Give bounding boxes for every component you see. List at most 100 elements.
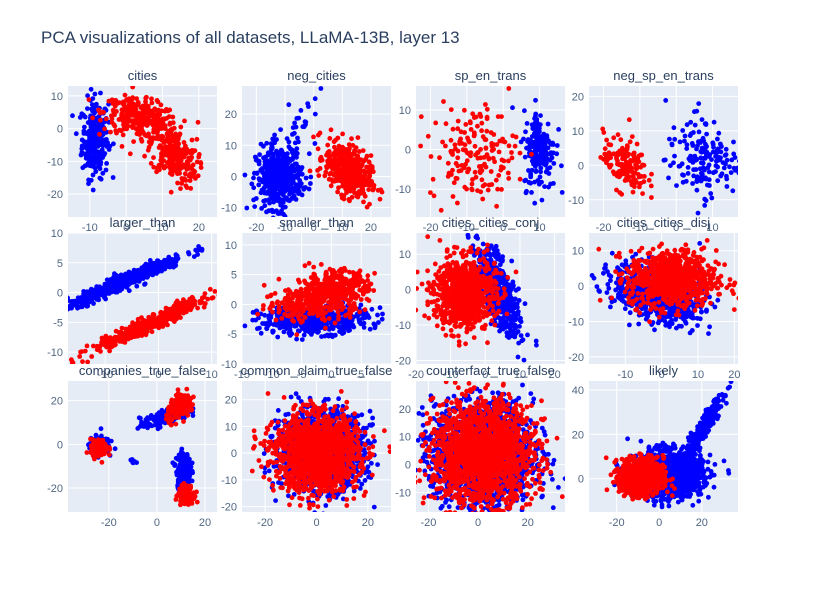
false-point xyxy=(453,161,459,166)
false-point xyxy=(323,304,329,310)
true-point xyxy=(533,338,539,344)
false-point xyxy=(354,157,360,163)
false-point xyxy=(171,303,177,309)
x-tick-label: 0 xyxy=(328,369,334,381)
true-point xyxy=(465,235,471,240)
false-point xyxy=(499,114,504,119)
false-point xyxy=(219,284,224,289)
false-point xyxy=(145,147,151,153)
false-point xyxy=(201,304,207,310)
false-point xyxy=(506,176,512,181)
false-point xyxy=(648,183,654,189)
x-tick-label: 10 xyxy=(206,369,218,381)
false-point xyxy=(347,167,353,173)
true-point xyxy=(682,133,688,139)
true-point xyxy=(285,184,291,190)
false-point xyxy=(478,114,484,119)
false-point xyxy=(312,300,318,305)
true-point xyxy=(242,323,248,329)
false-point xyxy=(181,297,186,303)
true-point xyxy=(694,187,700,193)
y-tick-label: -5 xyxy=(227,329,237,341)
false-point xyxy=(348,280,354,286)
false-point xyxy=(168,127,174,133)
false-point xyxy=(148,161,154,166)
true-point xyxy=(677,139,683,145)
false-point xyxy=(165,149,170,155)
false-point xyxy=(276,276,282,282)
true-point xyxy=(676,163,682,169)
y-tick-label: 10 xyxy=(225,240,237,252)
false-point xyxy=(181,140,187,145)
false-point xyxy=(466,166,472,172)
true-point xyxy=(522,301,528,307)
false-point xyxy=(478,155,483,161)
true-point xyxy=(315,326,321,332)
false-point xyxy=(272,291,278,296)
false-point xyxy=(328,183,334,189)
false-point xyxy=(164,131,170,137)
false-point xyxy=(140,122,146,128)
x-tick-label: 20 xyxy=(365,222,377,234)
true-point xyxy=(296,328,302,334)
true-point xyxy=(376,320,381,325)
false-point xyxy=(173,313,179,318)
true-point xyxy=(529,167,535,173)
true-point xyxy=(279,156,285,162)
true-point xyxy=(330,334,335,340)
false-point xyxy=(323,325,328,331)
false-point xyxy=(109,116,115,122)
true-point xyxy=(266,177,271,183)
true-point xyxy=(88,128,94,134)
false-point xyxy=(202,291,208,296)
true-point xyxy=(718,173,724,179)
false-point xyxy=(438,207,444,213)
false-point xyxy=(157,134,163,140)
false-point xyxy=(130,86,136,90)
true-point xyxy=(537,174,543,180)
false-point xyxy=(352,190,357,196)
true-point xyxy=(98,176,104,182)
true-point xyxy=(367,326,373,332)
false-point xyxy=(455,155,461,161)
false-point xyxy=(287,289,293,294)
true-point xyxy=(280,178,285,184)
false-point xyxy=(606,162,612,168)
false-point xyxy=(316,300,322,306)
false-point xyxy=(630,189,636,195)
true-point xyxy=(694,146,699,152)
false-point xyxy=(283,288,288,293)
true-point xyxy=(270,187,276,193)
false-point xyxy=(338,288,344,293)
true-point xyxy=(361,325,367,330)
false-point xyxy=(117,127,122,133)
false-point xyxy=(119,144,125,149)
false-point xyxy=(151,164,157,170)
y-tick-label: 0 xyxy=(57,288,63,300)
false-point xyxy=(166,313,172,319)
true-point xyxy=(358,321,364,327)
false-point xyxy=(430,176,436,182)
false-point xyxy=(617,190,623,196)
false-point xyxy=(352,149,357,155)
true-point xyxy=(537,134,543,140)
y-tick-label: -5 xyxy=(53,317,63,329)
false-point xyxy=(619,162,625,167)
false-point xyxy=(377,196,383,202)
true-point xyxy=(276,152,282,158)
false-point xyxy=(479,120,485,126)
true-point xyxy=(513,287,519,293)
false-point xyxy=(268,292,274,298)
false-point xyxy=(108,339,114,344)
true-point xyxy=(539,197,545,203)
false-point xyxy=(468,120,473,126)
false-point xyxy=(333,147,339,153)
true-point xyxy=(134,283,140,289)
false-point xyxy=(362,193,368,199)
false-point xyxy=(114,101,120,107)
true-point xyxy=(326,327,332,332)
true-point xyxy=(264,209,269,215)
true-point xyxy=(292,166,298,172)
true-point xyxy=(126,288,132,294)
true-point xyxy=(684,146,690,152)
